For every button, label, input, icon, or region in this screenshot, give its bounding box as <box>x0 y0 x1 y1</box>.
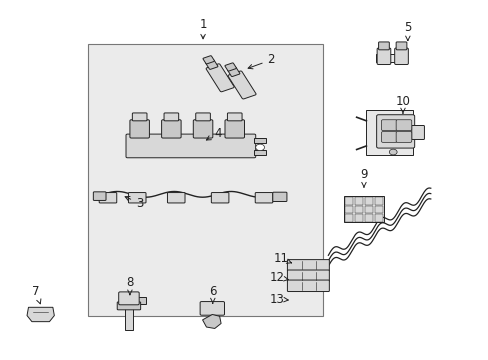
FancyBboxPatch shape <box>395 42 406 50</box>
Text: 9: 9 <box>360 168 367 187</box>
Bar <box>364 197 372 204</box>
Bar <box>374 214 383 222</box>
Text: 6: 6 <box>209 285 216 303</box>
Bar <box>343 197 383 222</box>
FancyBboxPatch shape <box>205 64 234 92</box>
FancyBboxPatch shape <box>376 48 390 64</box>
Bar <box>364 206 372 213</box>
FancyBboxPatch shape <box>227 71 256 99</box>
FancyBboxPatch shape <box>126 134 255 158</box>
FancyBboxPatch shape <box>227 113 242 121</box>
FancyBboxPatch shape <box>287 280 329 292</box>
FancyBboxPatch shape <box>255 193 272 203</box>
Text: 2: 2 <box>247 53 275 69</box>
FancyBboxPatch shape <box>200 302 224 315</box>
FancyBboxPatch shape <box>381 132 396 142</box>
FancyBboxPatch shape <box>411 126 424 139</box>
FancyBboxPatch shape <box>395 120 411 131</box>
Bar <box>254 150 266 155</box>
FancyBboxPatch shape <box>395 132 411 142</box>
FancyBboxPatch shape <box>193 120 212 138</box>
FancyBboxPatch shape <box>161 120 181 138</box>
Text: 5: 5 <box>404 21 411 41</box>
Bar <box>254 138 266 143</box>
FancyBboxPatch shape <box>224 63 236 71</box>
Text: 8: 8 <box>126 276 133 294</box>
Bar <box>125 309 133 330</box>
FancyBboxPatch shape <box>227 67 240 77</box>
FancyBboxPatch shape <box>211 193 228 203</box>
FancyBboxPatch shape <box>376 115 414 148</box>
Bar <box>88 44 322 316</box>
FancyBboxPatch shape <box>93 192 106 201</box>
FancyBboxPatch shape <box>205 60 218 69</box>
Text: 4: 4 <box>206 127 221 140</box>
FancyBboxPatch shape <box>287 260 329 271</box>
FancyBboxPatch shape <box>167 193 184 203</box>
Circle shape <box>388 149 396 155</box>
FancyBboxPatch shape <box>287 270 329 282</box>
Bar <box>354 214 363 222</box>
Text: 10: 10 <box>395 95 409 113</box>
Bar <box>344 214 352 222</box>
Bar <box>354 197 363 204</box>
Bar <box>344 197 352 204</box>
Bar <box>138 297 145 304</box>
FancyBboxPatch shape <box>128 193 146 203</box>
Bar <box>364 214 372 222</box>
FancyBboxPatch shape <box>99 193 117 203</box>
Polygon shape <box>202 315 221 328</box>
FancyBboxPatch shape <box>378 42 388 50</box>
FancyBboxPatch shape <box>130 120 149 138</box>
FancyBboxPatch shape <box>119 292 139 305</box>
FancyBboxPatch shape <box>195 113 210 121</box>
Bar <box>354 206 363 213</box>
Text: 12: 12 <box>268 271 288 284</box>
FancyBboxPatch shape <box>272 192 286 202</box>
Bar <box>374 197 383 204</box>
Bar <box>344 206 352 213</box>
FancyBboxPatch shape <box>381 120 396 131</box>
Polygon shape <box>27 307 54 321</box>
FancyBboxPatch shape <box>394 48 407 64</box>
FancyBboxPatch shape <box>132 113 147 121</box>
Text: 13: 13 <box>269 293 288 306</box>
Text: 7: 7 <box>32 285 41 304</box>
FancyBboxPatch shape <box>163 113 178 121</box>
Bar <box>374 206 383 213</box>
Text: 3: 3 <box>125 197 143 210</box>
FancyBboxPatch shape <box>224 120 244 138</box>
Text: 11: 11 <box>273 252 291 265</box>
FancyBboxPatch shape <box>117 302 141 310</box>
Bar <box>375 54 405 62</box>
FancyBboxPatch shape <box>203 56 214 64</box>
Circle shape <box>255 144 264 150</box>
Bar <box>366 110 412 155</box>
Text: 1: 1 <box>199 18 206 39</box>
